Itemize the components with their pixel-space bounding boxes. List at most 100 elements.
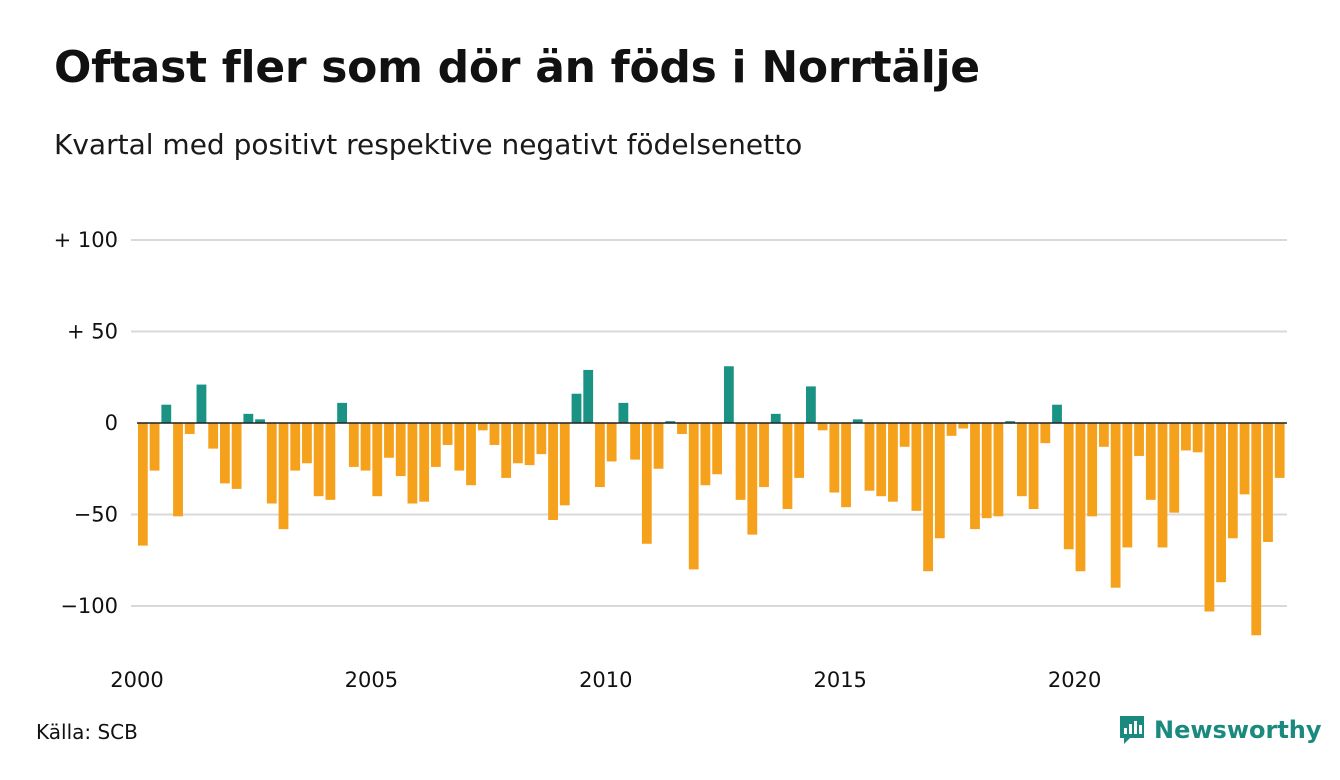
bar [1169, 423, 1180, 513]
chart-title: Oftast fler som dör än föds i Norrtälje [54, 42, 980, 93]
bar [348, 423, 359, 467]
bar [606, 423, 617, 462]
bar [1052, 404, 1062, 423]
x-tick-label: 2005 [345, 668, 398, 692]
bar [290, 423, 301, 471]
bar [173, 423, 183, 517]
bar [231, 423, 242, 489]
bar [1110, 423, 1121, 588]
bar [1239, 423, 1250, 495]
bar [337, 402, 347, 423]
bar [419, 423, 430, 502]
bar [1145, 423, 1156, 500]
bar [1181, 423, 1191, 451]
bar [911, 423, 922, 511]
bar [489, 423, 500, 445]
x-axis-tick-labels: 2000 2005 2010 2015 2020 [110, 668, 1101, 692]
bar [806, 386, 816, 423]
bar [618, 402, 629, 423]
bar [208, 423, 219, 449]
bar [1157, 423, 1168, 548]
bar [384, 423, 394, 458]
bar [583, 369, 594, 423]
bar [302, 423, 312, 464]
bar [524, 423, 535, 466]
bar [759, 423, 769, 488]
bar [1075, 423, 1086, 572]
bar [536, 423, 547, 455]
bar [477, 423, 488, 431]
bar [1016, 423, 1027, 497]
bar [946, 423, 957, 436]
bar [1063, 423, 1074, 550]
x-tick-label: 2010 [579, 668, 632, 692]
x-tick-label: 2000 [110, 668, 163, 692]
bar [630, 423, 640, 460]
bar [313, 423, 324, 497]
bar [1134, 423, 1144, 456]
bar [548, 423, 558, 520]
bar [595, 423, 605, 488]
bar [782, 423, 793, 510]
bar [841, 423, 851, 508]
bar [442, 423, 453, 445]
newsworthy-logo-icon [1120, 716, 1144, 744]
bar [1040, 423, 1051, 444]
bar [1274, 423, 1285, 478]
y-tick-label: −100 [60, 594, 118, 618]
bar [735, 423, 746, 500]
bar [137, 423, 148, 546]
bar [255, 419, 265, 423]
bar [430, 423, 441, 467]
bar [864, 423, 875, 491]
bar [794, 423, 805, 478]
bar [723, 366, 734, 423]
bar [149, 423, 160, 471]
bars [137, 366, 1285, 636]
bar [688, 423, 699, 570]
bar [1122, 423, 1133, 548]
brand-logo[interactable]: Newsworthy [1118, 712, 1322, 748]
bar [899, 423, 910, 447]
bar [395, 423, 406, 477]
bar [571, 393, 582, 423]
y-tick-label: 0 [105, 411, 118, 435]
bar [876, 423, 887, 497]
bar [829, 423, 840, 493]
bar [817, 423, 828, 431]
x-tick-label: 2015 [813, 668, 866, 692]
bar [559, 423, 570, 506]
bar-chart: + 100 + 50 0 −50 −100 2000 2005 2010 2015 2020 [54, 228, 1287, 692]
bar [747, 423, 758, 535]
bar [1028, 423, 1039, 510]
bar [325, 423, 336, 500]
bar [712, 423, 723, 475]
bar [501, 423, 512, 478]
bar [981, 423, 992, 519]
bar [700, 423, 711, 486]
bar [513, 423, 523, 464]
bar [196, 384, 207, 423]
bar [1099, 423, 1109, 447]
bar [184, 423, 195, 434]
x-tick-label: 2020 [1048, 668, 1101, 692]
bar [641, 423, 652, 544]
bar [243, 413, 254, 423]
bar [958, 423, 969, 429]
bar [1192, 423, 1203, 453]
source-label: Källa: SCB [36, 720, 138, 744]
bar [934, 423, 945, 539]
bar [677, 423, 687, 434]
y-tick-label: −50 [74, 503, 118, 527]
bar [407, 423, 418, 504]
bar [220, 423, 230, 484]
bar [970, 423, 980, 530]
bar [266, 423, 277, 504]
bar [1087, 423, 1098, 517]
bar [770, 413, 781, 423]
bar [360, 423, 371, 471]
bar [161, 404, 172, 423]
bar [1216, 423, 1226, 583]
bar [1263, 423, 1273, 542]
bar [1251, 423, 1262, 636]
